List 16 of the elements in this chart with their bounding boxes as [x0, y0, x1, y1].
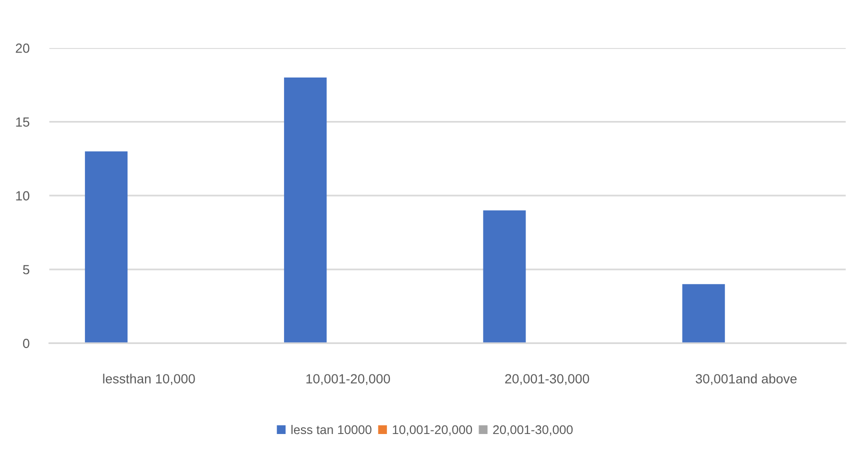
- x-tick-label: 20,001-30,000: [505, 374, 590, 386]
- x-tick-label: 10,001-20,000: [306, 374, 390, 386]
- x-tick-label: 30,001and above: [696, 374, 797, 386]
- legend-label: 10,001-20,000: [392, 425, 472, 436]
- bar: [84, 151, 128, 344]
- y-tick-label: 5: [23, 265, 30, 274]
- x-tick-label: lessthan 10,000: [103, 374, 195, 386]
- y-tick-label: 10: [16, 191, 30, 201]
- bar: [284, 78, 327, 344]
- legend-label: less tan 10000: [291, 424, 372, 434]
- bar: [682, 284, 725, 344]
- legend-label: 20,001-30,000: [493, 425, 573, 436]
- y-tick-label: 15: [16, 117, 30, 127]
- y-tick-label: 20: [16, 44, 30, 53]
- bar: [483, 210, 526, 344]
- y-tick-label: 0: [23, 338, 30, 348]
